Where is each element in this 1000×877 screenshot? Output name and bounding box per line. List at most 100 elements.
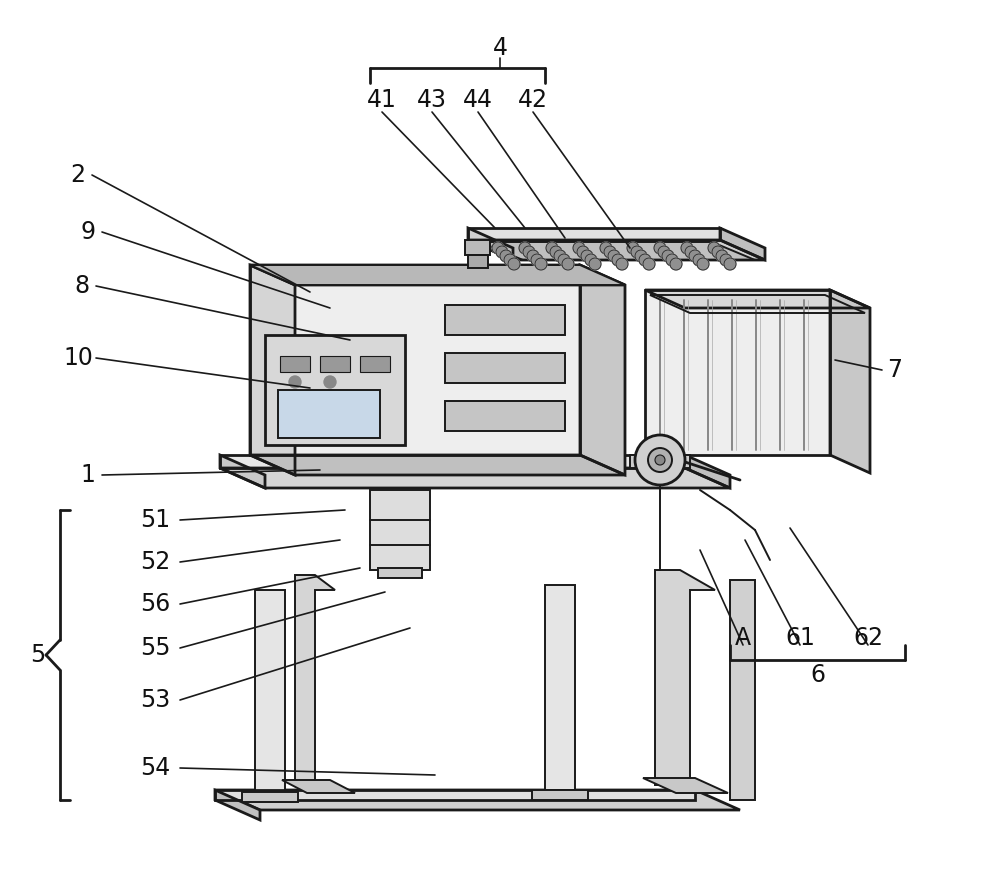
Text: 43: 43 bbox=[417, 88, 447, 112]
Polygon shape bbox=[468, 255, 488, 268]
Circle shape bbox=[720, 254, 732, 266]
Polygon shape bbox=[220, 455, 265, 488]
Polygon shape bbox=[545, 585, 575, 790]
Polygon shape bbox=[250, 265, 625, 285]
Text: 44: 44 bbox=[463, 88, 493, 112]
Circle shape bbox=[662, 250, 674, 262]
Circle shape bbox=[712, 246, 724, 258]
Polygon shape bbox=[445, 305, 565, 335]
Circle shape bbox=[496, 246, 508, 258]
Polygon shape bbox=[643, 778, 728, 793]
Polygon shape bbox=[645, 290, 870, 308]
Polygon shape bbox=[215, 790, 740, 810]
Polygon shape bbox=[532, 790, 588, 800]
Text: 52: 52 bbox=[140, 550, 170, 574]
Circle shape bbox=[612, 254, 624, 266]
Polygon shape bbox=[282, 780, 355, 793]
Circle shape bbox=[589, 258, 601, 270]
Circle shape bbox=[685, 246, 697, 258]
Text: 55: 55 bbox=[140, 636, 170, 660]
Text: 1: 1 bbox=[81, 463, 95, 487]
Circle shape bbox=[550, 246, 562, 258]
Circle shape bbox=[531, 254, 543, 266]
Circle shape bbox=[681, 242, 693, 254]
Polygon shape bbox=[580, 265, 625, 475]
Circle shape bbox=[689, 250, 701, 262]
Polygon shape bbox=[220, 455, 685, 468]
Circle shape bbox=[504, 254, 516, 266]
Polygon shape bbox=[730, 580, 755, 800]
Polygon shape bbox=[280, 356, 310, 372]
Circle shape bbox=[608, 250, 620, 262]
Polygon shape bbox=[480, 242, 755, 260]
Polygon shape bbox=[265, 335, 405, 445]
Polygon shape bbox=[645, 290, 830, 455]
Circle shape bbox=[658, 246, 670, 258]
Text: 41: 41 bbox=[367, 88, 397, 112]
Circle shape bbox=[519, 242, 531, 254]
Polygon shape bbox=[250, 265, 295, 475]
Polygon shape bbox=[215, 790, 695, 800]
Polygon shape bbox=[830, 290, 870, 473]
Circle shape bbox=[716, 250, 728, 262]
Circle shape bbox=[289, 376, 301, 388]
Circle shape bbox=[655, 455, 665, 465]
Polygon shape bbox=[220, 468, 730, 488]
Polygon shape bbox=[360, 356, 390, 372]
Polygon shape bbox=[720, 228, 765, 260]
Circle shape bbox=[627, 242, 639, 254]
Polygon shape bbox=[250, 265, 625, 285]
Polygon shape bbox=[468, 228, 720, 240]
Text: 56: 56 bbox=[140, 592, 170, 616]
Polygon shape bbox=[295, 575, 335, 782]
Circle shape bbox=[554, 250, 566, 262]
Circle shape bbox=[558, 254, 570, 266]
Circle shape bbox=[600, 242, 612, 254]
Polygon shape bbox=[468, 228, 513, 260]
Circle shape bbox=[693, 254, 705, 266]
Text: 61: 61 bbox=[785, 626, 815, 650]
Polygon shape bbox=[445, 401, 565, 431]
Polygon shape bbox=[630, 455, 690, 468]
Polygon shape bbox=[468, 240, 765, 260]
Text: 7: 7 bbox=[888, 358, 902, 382]
Polygon shape bbox=[215, 790, 260, 820]
Circle shape bbox=[654, 242, 666, 254]
Circle shape bbox=[616, 258, 628, 270]
Text: 54: 54 bbox=[140, 756, 170, 780]
Circle shape bbox=[508, 258, 520, 270]
Text: 8: 8 bbox=[74, 274, 90, 298]
Text: 2: 2 bbox=[70, 163, 86, 187]
Polygon shape bbox=[250, 265, 580, 455]
Circle shape bbox=[500, 250, 512, 262]
Text: 6: 6 bbox=[810, 663, 825, 687]
Polygon shape bbox=[250, 455, 625, 475]
Polygon shape bbox=[278, 390, 380, 438]
Text: 51: 51 bbox=[140, 508, 170, 532]
Text: A: A bbox=[735, 626, 751, 650]
Circle shape bbox=[585, 254, 597, 266]
Circle shape bbox=[670, 258, 682, 270]
Circle shape bbox=[546, 242, 558, 254]
Circle shape bbox=[523, 246, 535, 258]
Circle shape bbox=[577, 246, 589, 258]
Polygon shape bbox=[685, 455, 730, 488]
Polygon shape bbox=[255, 590, 285, 792]
Text: 5: 5 bbox=[30, 643, 46, 667]
Circle shape bbox=[535, 258, 547, 270]
Text: 42: 42 bbox=[518, 88, 548, 112]
Circle shape bbox=[708, 242, 720, 254]
Circle shape bbox=[324, 376, 336, 388]
Text: 4: 4 bbox=[492, 36, 508, 60]
Polygon shape bbox=[465, 240, 490, 255]
Circle shape bbox=[639, 254, 651, 266]
Polygon shape bbox=[445, 353, 565, 383]
Text: 62: 62 bbox=[853, 626, 883, 650]
Circle shape bbox=[643, 258, 655, 270]
Circle shape bbox=[724, 258, 736, 270]
Circle shape bbox=[604, 246, 616, 258]
Polygon shape bbox=[370, 490, 430, 570]
Circle shape bbox=[562, 258, 574, 270]
Polygon shape bbox=[242, 792, 298, 802]
Circle shape bbox=[573, 242, 585, 254]
